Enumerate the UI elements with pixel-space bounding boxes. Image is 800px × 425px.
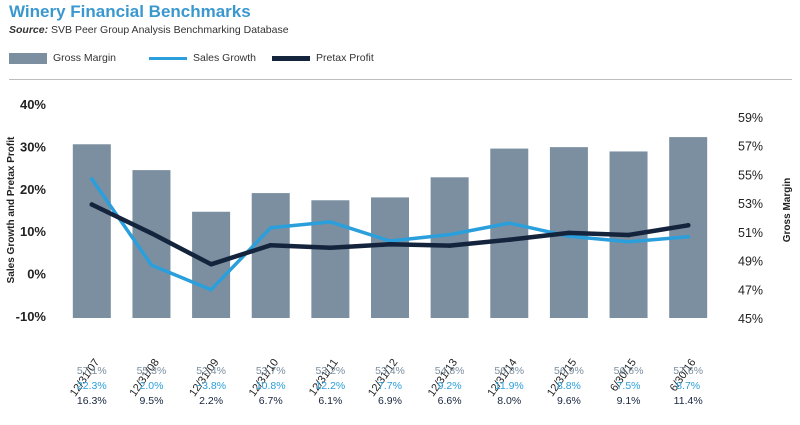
pretax-profit-point (566, 230, 572, 236)
right-axis-tick-label: 57% (738, 140, 763, 154)
pretax-profit-point (685, 223, 691, 228)
gross-margin-data-label: 56.6% (614, 365, 644, 377)
sales-growth-point (209, 287, 213, 292)
left-axis-tick-label: 40% (20, 97, 46, 112)
sales-growth-data-label: 2.0% (139, 380, 163, 392)
gross-margin-data-label: 53.4% (375, 365, 405, 377)
gross-margin-bar (251, 193, 290, 318)
category-label: 12/31/10 (247, 357, 281, 399)
pretax-profit-point (328, 245, 333, 250)
category-label: 12/31/07 (68, 357, 102, 399)
pretax-profit-data-label: 6.6% (438, 395, 462, 407)
source-label: Source: (9, 24, 49, 36)
left-axis-tick-label: 10% (20, 224, 46, 239)
category-label: 12/31/13 (426, 357, 460, 399)
legend-pretax-profit-label: Pretax Profit (316, 52, 374, 64)
sales-growth-data-label: 9.2% (438, 380, 462, 392)
pretax-profit-data-label: 16.3% (77, 395, 107, 407)
pretax-profit-point (268, 242, 273, 248)
gross-margin-data-label: 53.7% (256, 365, 286, 377)
pretax-profit-point (507, 237, 512, 242)
pretax-profit-data-label: 9.6% (557, 395, 581, 407)
chart-title: Winery Financial Benchmarks (9, 2, 251, 21)
category-label: 12/31/08 (128, 357, 162, 399)
legend-gross-margin: Gross Margin (9, 52, 116, 64)
gross-margin-bar (371, 197, 409, 318)
left-axis-tick-label: 20% (20, 182, 46, 197)
right-axis-tick-label: 53% (738, 197, 763, 211)
legend-pretax-profit: Pretax Profit (272, 52, 374, 64)
gross-margin-bar (72, 144, 111, 318)
sales-growth-point (149, 263, 154, 267)
sales-growth-data-label: 22.3% (77, 380, 107, 392)
sales-growth-point (268, 226, 273, 230)
right-axis-tick-label: 59% (738, 111, 763, 125)
legend-gross-margin-swatch (9, 52, 47, 64)
gross-margin-bar (490, 148, 529, 318)
pretax-profit-data-label: 6.7% (259, 395, 283, 407)
pretax-profit-data-label: 8.0% (497, 395, 521, 407)
right-axis-title: Gross Margin (782, 178, 793, 242)
right-axis-tick-label: 45% (738, 312, 763, 326)
gross-margin-data-label: 54.8% (435, 365, 465, 377)
gross-margin-data-label: 53.2% (315, 365, 345, 377)
sales-growth-point (686, 234, 690, 239)
left-axis-title: Sales Growth and Pretax Profit (6, 136, 17, 283)
sales-growth-point (90, 177, 94, 181)
pretax-profit-point (387, 242, 393, 247)
pretax-profit-point (208, 262, 214, 267)
source-text: SVB Peer Group Analysis Benchmarking Dat… (51, 24, 289, 36)
pretax-profit-point (626, 232, 631, 238)
sales-growth-data-label: 8.8% (557, 380, 581, 392)
pretax-profit-data-label: 6.1% (318, 395, 342, 407)
gross-margin-data-label: 57.6% (673, 365, 703, 377)
legend-divider (9, 79, 792, 80)
right-axis-tick-label: 51% (738, 226, 763, 240)
sales-growth-point (328, 220, 333, 224)
sales-growth-data-label: 12.2% (315, 380, 345, 392)
pretax-profit-data-label: 2.2% (199, 395, 223, 407)
pretax-profit-point (149, 231, 154, 236)
pretax-profit-data-label: 6.9% (378, 395, 402, 407)
sales-growth-data-label: 7.7% (378, 380, 402, 392)
pretax-profit-data-label: 9.5% (139, 395, 163, 407)
left-axis-tick-label: 0% (27, 267, 46, 282)
sales-growth-point (447, 232, 452, 237)
pretax-profit-data-label: 9.1% (617, 395, 641, 407)
left-axis-tick-label: 30% (20, 139, 46, 154)
legend-sales-growth-label: Sales Growth (193, 52, 257, 64)
gross-margin-data-label: 57.1% (77, 365, 107, 377)
right-axis-tick-label: 47% (738, 283, 763, 297)
category-label: 12/31/15 (545, 357, 579, 399)
sales-growth-point (567, 234, 571, 239)
gross-margin-bar (311, 200, 350, 318)
legend-sales-growth: Sales Growth (149, 52, 256, 64)
sales-growth-data-label: 11.9% (495, 380, 524, 392)
category-label: 12/31/09 (187, 357, 221, 399)
chart-source: Source: SVB Peer Group Analysis Benchmar… (9, 24, 289, 36)
legend-sales-growth-swatch (149, 56, 187, 60)
right-axis-tick-label: 55% (738, 168, 763, 182)
sales-growth-data-label: 8.7% (676, 380, 700, 392)
pretax-profit-point (447, 243, 452, 248)
sales-growth-point (388, 239, 392, 243)
sales-growth-data-label: 10.8% (256, 380, 286, 392)
pretax-profit-data-label: 11.4% (674, 395, 703, 407)
gross-margin-data-label: 56.8% (494, 365, 524, 377)
left-axis-tick-label: -10% (16, 309, 47, 324)
gross-margin-data-label: 56.9% (554, 365, 584, 377)
sales-growth-point (626, 240, 631, 244)
category-label: 12/31/12 (366, 357, 400, 399)
sales-growth-point (507, 221, 512, 225)
legend-gross-margin-label: Gross Margin (53, 52, 117, 64)
gross-margin-data-label: 55.3% (137, 365, 167, 377)
pretax-profit-point (89, 202, 95, 207)
category-label: 12/31/14 (485, 357, 519, 399)
right-axis-tick-label: 49% (738, 255, 763, 269)
gross-margin-data-label: 52.4% (196, 365, 226, 377)
legend-pretax-profit-swatch (272, 55, 310, 61)
sales-growth-data-label: −3.8% (196, 380, 226, 392)
sales-growth-data-label: 7.5% (617, 380, 641, 392)
